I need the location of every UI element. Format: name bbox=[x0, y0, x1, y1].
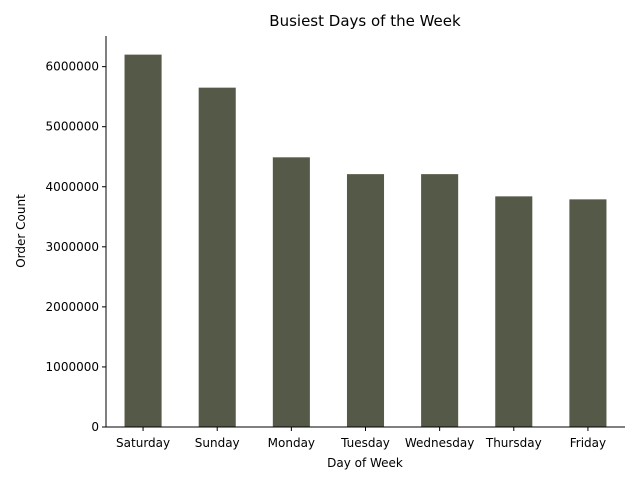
bar-thursday bbox=[495, 196, 533, 427]
x-tick-label: Thursday bbox=[485, 436, 542, 450]
y-tick-label: 6000000 bbox=[46, 60, 99, 74]
chart-title: Busiest Days of the Week bbox=[269, 12, 461, 30]
y-tick-label: 1000000 bbox=[46, 360, 99, 374]
bars-group bbox=[124, 54, 607, 428]
bar-wednesday bbox=[421, 174, 459, 427]
bar-tuesday bbox=[346, 174, 385, 427]
x-tick-label: Saturday bbox=[116, 436, 170, 450]
y-axis-ticks: 0 1000000 2000000 3000000 4000000 5000000 6000… bbox=[46, 60, 106, 434]
x-tick-label: Monday bbox=[268, 436, 315, 450]
y-tick-label: 5000000 bbox=[46, 120, 99, 134]
y-tick-label: 4000000 bbox=[46, 180, 99, 194]
y-tick-label: 3000000 bbox=[46, 240, 99, 254]
y-tick-label: 2000000 bbox=[46, 300, 99, 314]
y-axis-label: Order Count bbox=[14, 194, 28, 268]
bar-saturday bbox=[124, 54, 162, 427]
bar-monday bbox=[272, 157, 310, 428]
x-axis-label: Day of Week bbox=[327, 456, 403, 470]
x-axis-ticks: Saturday Sunday Monday Tuesday Wednesday Thur… bbox=[116, 427, 606, 450]
bar-friday bbox=[569, 199, 607, 427]
x-tick-label: Tuesday bbox=[340, 436, 390, 450]
x-tick-label: Wednesday bbox=[405, 436, 474, 450]
x-tick-label: Friday bbox=[570, 436, 606, 450]
bar-sunday bbox=[198, 87, 236, 428]
y-tick-label: 0 bbox=[91, 420, 99, 434]
x-tick-label: Sunday bbox=[195, 436, 240, 450]
